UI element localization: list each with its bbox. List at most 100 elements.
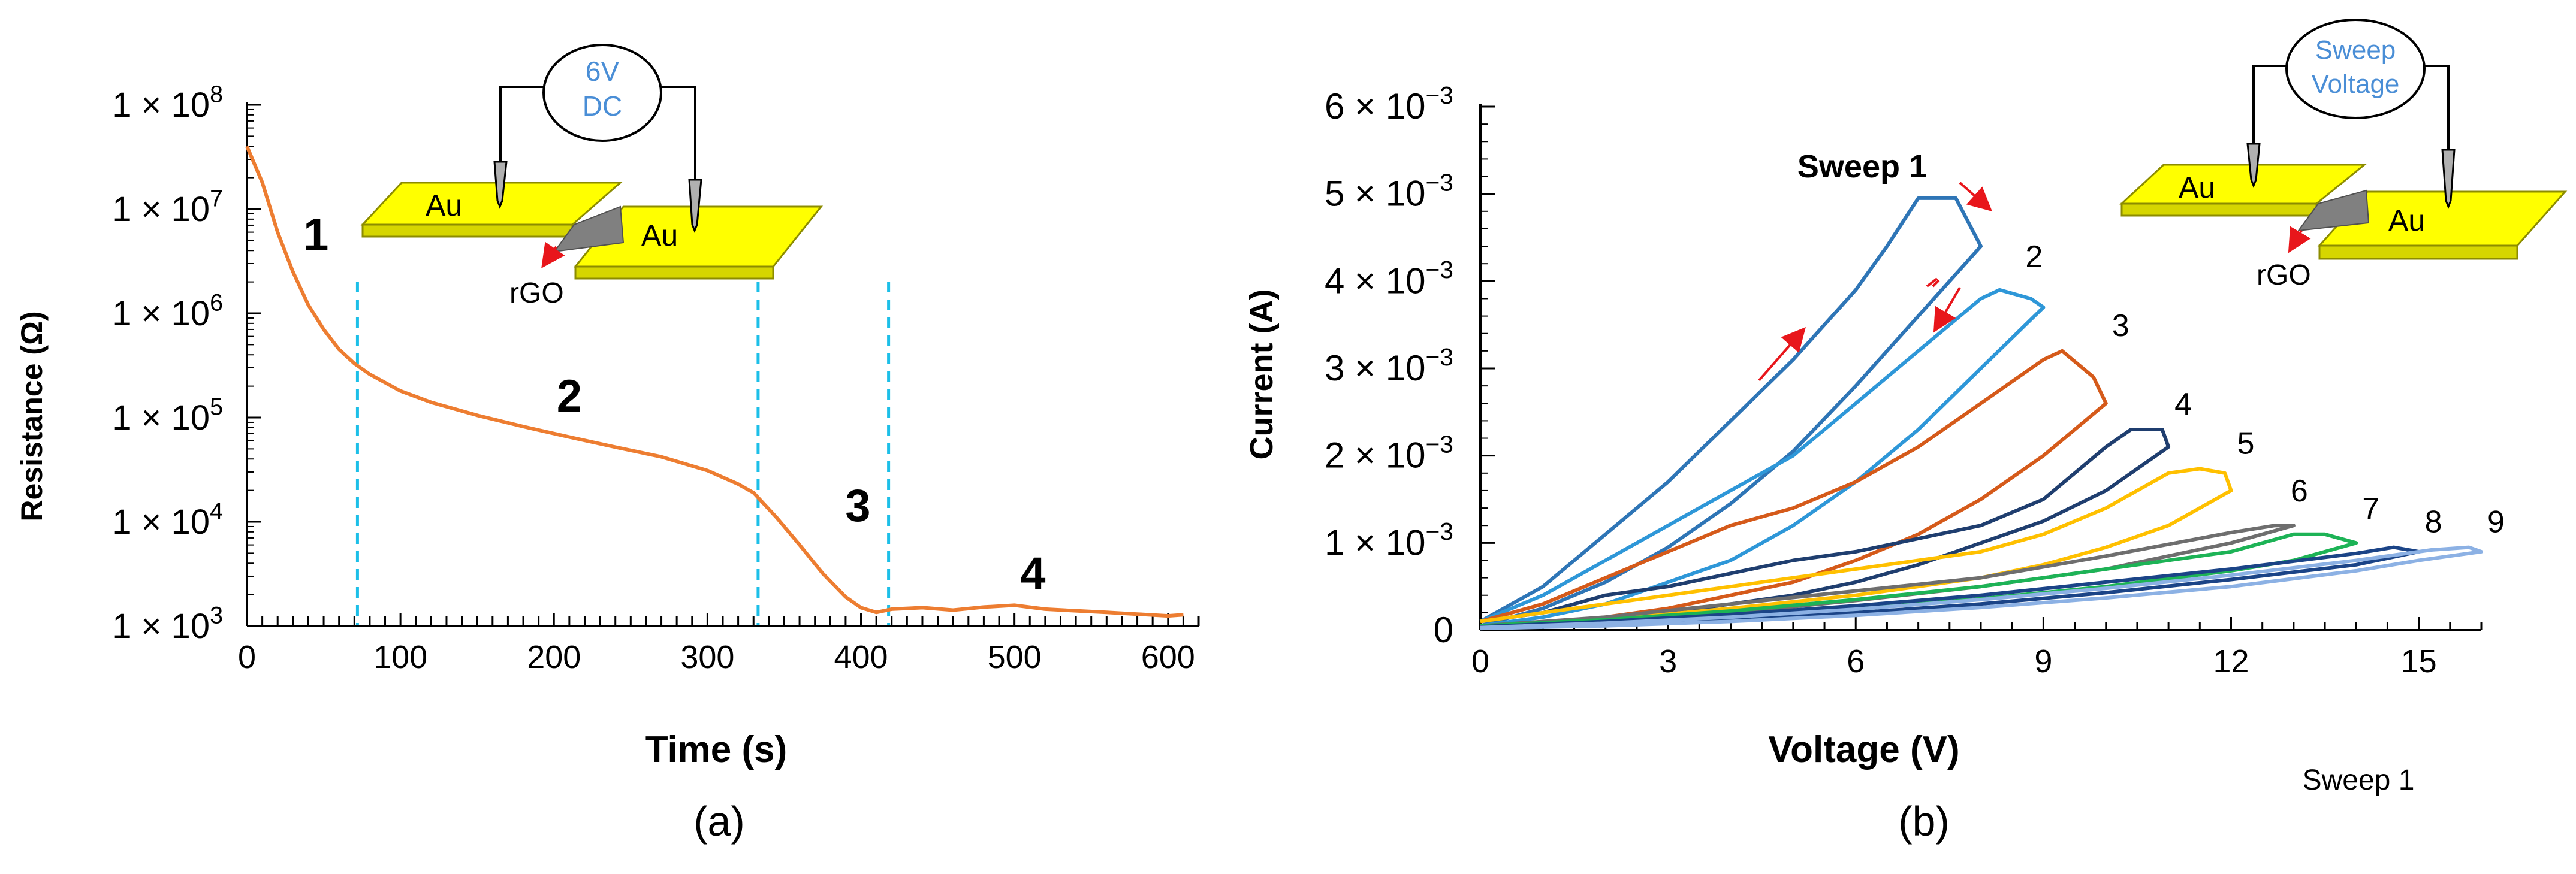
- sweep-3-label: 3: [2112, 309, 2129, 343]
- y-tick-label: 1 × 104: [112, 498, 223, 542]
- x-tick-label: 500: [988, 639, 1042, 675]
- x-tick-label: 9: [2034, 643, 2052, 679]
- sweep-source-circle: [2285, 19, 2426, 119]
- rgo-pointer-arrow: [541, 241, 565, 268]
- sweep-8-label: 8: [2425, 505, 2442, 540]
- y-tick-label: 1 × 105: [112, 394, 223, 437]
- down-sweep-arrow-2: [1933, 286, 1961, 333]
- y-tick-label: 1 × 10−3: [1325, 518, 1453, 562]
- rgo-label: rGO: [2257, 259, 2311, 291]
- panel-a-series: [245, 146, 1184, 618]
- source-label-line2: Voltage: [2312, 69, 2400, 99]
- x-tick-label: 6: [1847, 643, 1865, 679]
- stage-label: 1: [303, 210, 328, 261]
- x-tick-label: 3: [1659, 643, 1677, 679]
- y-tick-label: 3 × 10−3: [1325, 343, 1453, 388]
- panel-b-sweep-labels: Sweep 1 2 3 4 5 6 7 8 9: [1797, 149, 2505, 540]
- x-tick-label: 15: [2401, 643, 2437, 679]
- rgo-label: rGO: [509, 277, 564, 309]
- panel-b-x-axis-title: Voltage (V): [1768, 729, 1959, 770]
- sweep-4-label: 4: [2174, 387, 2192, 422]
- y-tick-label: 0: [1434, 610, 1453, 650]
- left-probe: [493, 161, 508, 210]
- source-label-line1: 6V: [586, 56, 620, 87]
- y-tick-label: 2 × 10−3: [1325, 430, 1453, 475]
- dc-source-circle: [542, 44, 662, 142]
- left-probe: [2246, 143, 2261, 189]
- x-tick-label: 0: [238, 639, 256, 675]
- right-lead-wire: [2424, 65, 2450, 150]
- y-tick-label: 1 × 103: [112, 603, 223, 646]
- panel-b-series: [1479, 196, 2483, 631]
- right-electrode-label: Au: [2388, 204, 2425, 237]
- right-electrode-side: [2318, 244, 2518, 260]
- panel-a-stage-labels: 1 2 3 4: [303, 210, 1045, 600]
- stage-label: 3: [845, 480, 870, 531]
- sweep-6-label: 6: [2291, 474, 2308, 509]
- sweep-8-loop: [1480, 545, 2421, 631]
- right-lead-wire: [661, 86, 696, 180]
- rgo-strip: [2297, 189, 2370, 232]
- right-electrode-label: Au: [641, 219, 678, 252]
- panel-b-device-inset: Sweep Voltage Au Au rGO: [2119, 19, 2568, 291]
- sweep-9-label: 9: [2487, 505, 2505, 540]
- down-sweep-arrow: [1926, 277, 1938, 288]
- right-probe: [688, 179, 702, 234]
- left-electrode-top: [360, 182, 623, 226]
- down-sweep-arrow-head: [1932, 279, 1940, 288]
- y-tick-label: 1 × 108: [112, 81, 223, 125]
- panel-a-x-axis-title: Time (s): [645, 729, 788, 770]
- sweep-2-label: 2: [2025, 240, 2043, 274]
- resistance-series-line: [245, 146, 1184, 618]
- panel-a-caption: (a): [693, 798, 745, 845]
- x-tick-label: 12: [2213, 643, 2249, 679]
- x-tick-label: 600: [1141, 639, 1195, 675]
- panel-b-footnote: Sweep 1: [2303, 764, 2415, 796]
- y-tick-label: 1 × 106: [112, 290, 223, 333]
- left-lead-wire: [2252, 65, 2287, 144]
- sweep-5-loop: [1480, 467, 2233, 630]
- source-label-line2: DC: [583, 90, 622, 122]
- y-tick-label: 6 × 10−3: [1325, 81, 1453, 126]
- panel-a-dividers: [355, 282, 891, 626]
- y-tick-label: 4 × 10−3: [1325, 256, 1453, 301]
- panel-a-axes: 0 100 200 300 400 500 600 1 × 108 1 × 107 1 × 106…: [112, 81, 1200, 675]
- right-probe: [2441, 149, 2456, 210]
- rgo-pointer-arrow: [2288, 226, 2311, 253]
- left-electrode-top: [2119, 164, 2367, 205]
- panel-a-chart: 6V DC Au Au rGO 0 100 200 300 400 500 600 1 × 1…: [15, 44, 1200, 845]
- y-tick-label: 5 × 10−3: [1325, 168, 1453, 213]
- x-tick-label: 200: [527, 639, 581, 675]
- x-tick-label: 400: [834, 639, 888, 675]
- sweep-7-label: 7: [2362, 492, 2379, 527]
- y-tick-label: 1 × 107: [112, 186, 223, 229]
- panel-b-chart: Sweep Voltage Au Au rGO 0 3 6 9 12 15 0 1 × 10−…: [1244, 19, 2568, 845]
- sweep-5-label: 5: [2237, 427, 2255, 461]
- sweep-2-loop: [1479, 288, 2046, 628]
- up-sweep-arrow: [1758, 326, 1806, 382]
- panel-b-y-axis-title: Current (A): [1244, 289, 1280, 460]
- left-electrode-label: Au: [426, 189, 462, 222]
- left-electrode-side: [361, 223, 574, 238]
- source-label-line1: Sweep: [2315, 35, 2396, 65]
- peak-arrow: [1959, 182, 1992, 211]
- left-electrode-side: [2120, 202, 2318, 217]
- panel-a-y-axis-title: Resistance (Ω): [15, 311, 49, 521]
- panel-b-caption: (b): [1898, 798, 1950, 845]
- stage-label: 2: [557, 371, 582, 422]
- left-electrode-label: Au: [2179, 171, 2215, 204]
- sweep-1-label: Sweep 1: [1797, 149, 1927, 185]
- panel-a-device-inset: 6V DC Au Au rGO: [360, 44, 824, 309]
- panel-b-axes: 0 3 6 9 12 15 0 1 × 10−3 2 × 10−3 3 × 10−3 4 × 10−…: [1325, 81, 2483, 679]
- x-tick-label: 0: [1471, 643, 1489, 679]
- sweep-9-loop: [1480, 545, 2483, 631]
- stage-label: 4: [1020, 548, 1045, 599]
- x-tick-label: 100: [373, 639, 427, 675]
- sweep-1-loop: [1479, 196, 1983, 628]
- left-lead-wire: [499, 86, 544, 162]
- panel-b-sweep-direction-arrows: [1758, 182, 1992, 382]
- right-electrode-side: [574, 265, 774, 280]
- sweep-3-loop: [1480, 349, 2108, 630]
- x-tick-label: 300: [680, 639, 734, 675]
